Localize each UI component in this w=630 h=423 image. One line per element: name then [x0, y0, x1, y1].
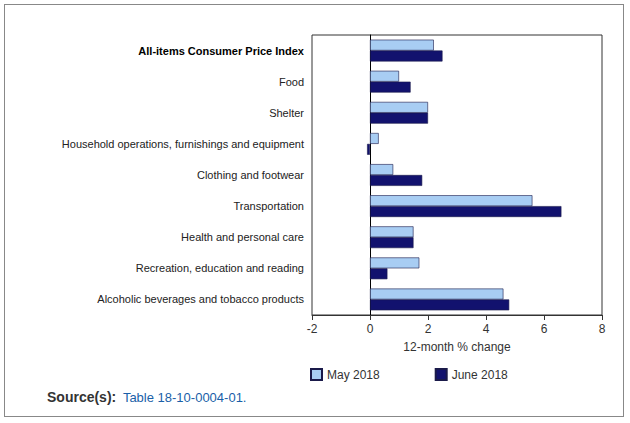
- svg-text:Recreation, education and read: Recreation, education and reading: [136, 262, 304, 274]
- svg-text:Food: Food: [279, 76, 304, 88]
- svg-text:0: 0: [367, 322, 374, 336]
- svg-text:May 2018: May 2018: [327, 368, 380, 382]
- svg-text:4: 4: [483, 322, 490, 336]
- svg-text:Alcoholic beverages and tobacc: Alcoholic beverages and tobacco products: [97, 293, 304, 305]
- svg-text:Health and personal care: Health and personal care: [181, 231, 304, 243]
- svg-text:6: 6: [541, 322, 548, 336]
- svg-text:2: 2: [425, 322, 432, 336]
- svg-text:8: 8: [599, 322, 606, 336]
- svg-text:All-items Consumer Price Index: All-items Consumer Price Index: [138, 45, 305, 57]
- svg-text:Clothing and footwear: Clothing and footwear: [197, 169, 304, 181]
- svg-text:Table 18-10-0004-01.: Table 18-10-0004-01.: [123, 390, 247, 405]
- svg-text:June 2018: June 2018: [452, 368, 508, 382]
- svg-text:Household operations, furnishi: Household operations, furnishings and eq…: [62, 138, 304, 150]
- svg-text:-2: -2: [307, 322, 318, 336]
- svg-text:Source(s):: Source(s):: [47, 389, 116, 405]
- svg-text:12-month % change: 12-month % change: [403, 340, 511, 354]
- svg-text:Transportation: Transportation: [233, 200, 304, 212]
- svg-text:Shelter: Shelter: [269, 107, 304, 119]
